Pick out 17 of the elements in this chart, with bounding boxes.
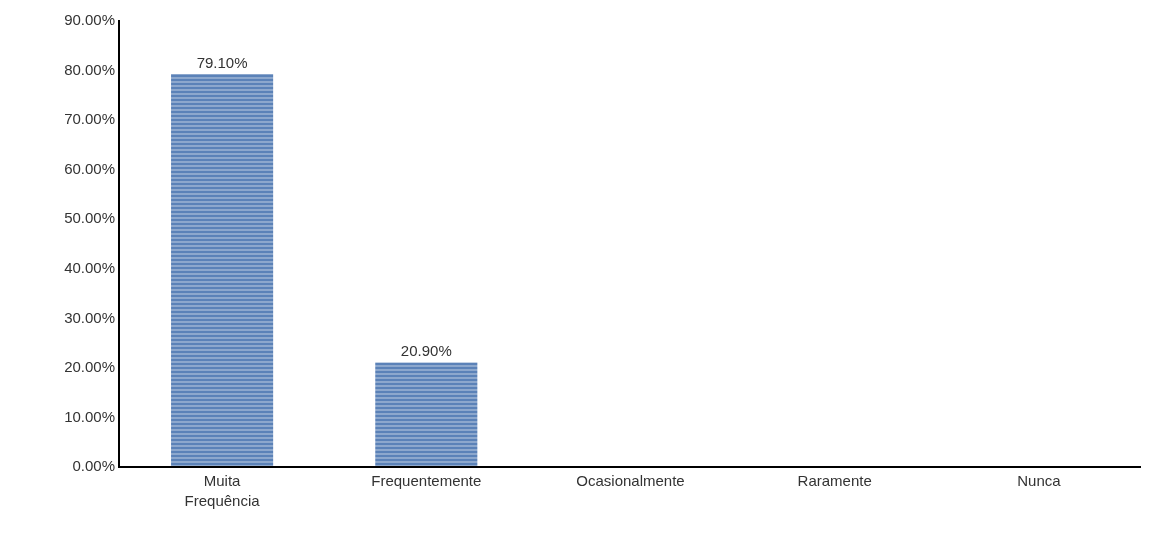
y-tick-label: 20.00% [64, 358, 115, 376]
data-label: 20.90% [400, 342, 452, 360]
y-tick-label: 30.00% [64, 308, 115, 326]
y-tick-label: 80.00% [64, 60, 115, 78]
y-tick-label: 10.00% [64, 407, 115, 425]
y-tick-label: 50.00% [64, 209, 115, 227]
y-tick-label: 70.00% [64, 110, 115, 128]
x-tick-label: Ocasionalmente [576, 472, 685, 489]
x-tick-label: Raramente [797, 472, 872, 489]
y-tick-label: 60.00% [64, 159, 115, 177]
x-tick-label: Muita Frequência [184, 472, 261, 509]
data-label: 79.10% [196, 54, 248, 72]
y-tick-label: 0.00% [72, 457, 115, 475]
y-tick-label: 90.00% [64, 11, 115, 29]
x-tick-label: Nunca [1017, 472, 1062, 489]
x-tick-label: Frequentemente [371, 472, 482, 489]
y-tick-label: 40.00% [64, 259, 115, 277]
